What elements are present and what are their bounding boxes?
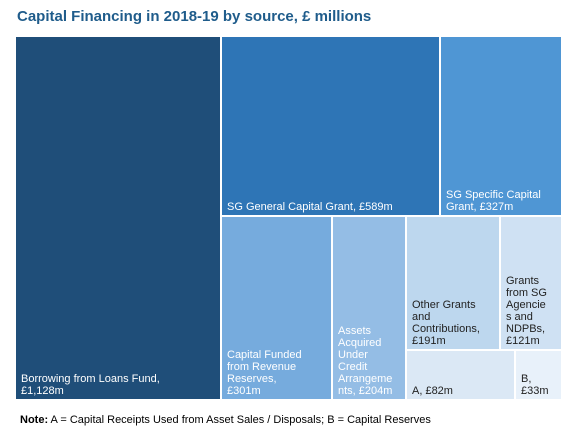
tile-label-sg_specific: SG Specific Capital Grant, £327m	[446, 189, 541, 213]
tile-cfr: Capital Funded from Revenue Reserves, £301m	[222, 217, 331, 399]
chart-note: Note: A = Capital Receipts Used from Ass…	[20, 414, 431, 426]
tile-assets: Assets Acquired Under Credit Arrangeme nts, £…	[333, 217, 405, 399]
tile-label-a: A, £82m	[412, 385, 453, 397]
tile-label-other: Other Grants and Contributions, £191m	[412, 299, 480, 347]
tile-label-sg_agencies: Grants from SG Agencie s and NDPBs, £121m	[506, 275, 547, 347]
tile-sg_specific: SG Specific Capital Grant, £327m	[441, 37, 561, 215]
tile-label-borrowing: Borrowing from Loans Fund, £1,128m	[21, 373, 160, 397]
tile-rect-sg_general	[222, 37, 439, 215]
tile-rect-other	[407, 217, 499, 349]
tile-rect-a	[407, 351, 514, 399]
chart-title: Capital Financing in 2018-19 by source, …	[17, 8, 372, 25]
note-prefix: Note:	[20, 414, 49, 426]
tile-rect-cfr	[222, 217, 331, 399]
note-text: A = Capital Receipts Used from Asset Sal…	[48, 414, 431, 426]
tile-label-cfr: Capital Funded from Revenue Reserves, £301m	[227, 349, 302, 397]
tile-rect-sg_agencies	[501, 217, 561, 349]
tile-rect-assets	[333, 217, 405, 399]
tile-label-b: B, £33m	[521, 373, 549, 397]
tile-borrowing: Borrowing from Loans Fund, £1,128m	[16, 37, 220, 399]
tile-other: Other Grants and Contributions, £191m	[407, 217, 499, 349]
tile-label-assets: Assets Acquired Under Credit Arrangeme nts, £…	[338, 325, 392, 397]
tile-a: A, £82m	[407, 351, 514, 399]
tile-rect-b	[516, 351, 561, 399]
tile-b: B, £33m	[516, 351, 561, 399]
tile-label-sg_general: SG General Capital Grant, £589m	[227, 201, 393, 213]
tile-rect-borrowing	[16, 37, 220, 399]
tile-rect-sg_specific	[441, 37, 561, 215]
tile-sg_general: SG General Capital Grant, £589m	[222, 37, 439, 215]
tile-sg_agencies: Grants from SG Agencie s and NDPBs, £121m	[501, 217, 561, 349]
